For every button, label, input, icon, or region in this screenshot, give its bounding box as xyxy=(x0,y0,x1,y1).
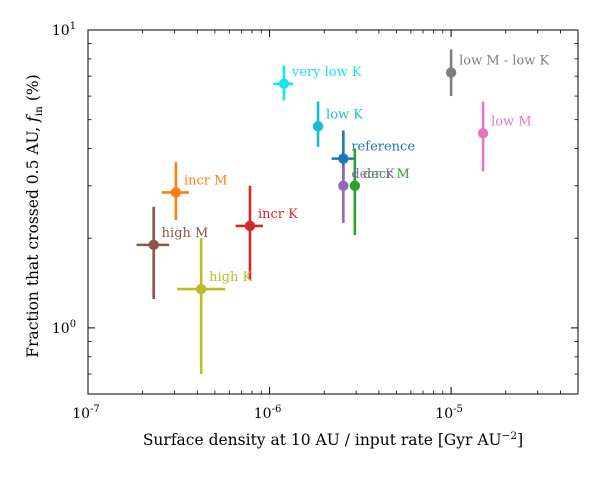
data-point-label: low K xyxy=(326,107,363,122)
data-point-label: decr K xyxy=(351,167,395,182)
y-tick-label: 100 xyxy=(52,319,76,337)
data-point-marker xyxy=(477,128,489,139)
data-point-group: low K xyxy=(312,101,363,147)
data-point-label: very low K xyxy=(291,65,362,80)
data-point-label: reference xyxy=(351,140,415,155)
data-point-group: incr K xyxy=(235,185,298,280)
data-point-label: high K xyxy=(209,270,252,285)
x-tick-label: 10-6 xyxy=(254,404,282,422)
data-point-label: low M - low K xyxy=(459,54,549,69)
data-point-group: high M xyxy=(136,206,209,300)
data-point-label: low M xyxy=(491,114,532,129)
data-point-marker xyxy=(195,283,207,295)
data-point-marker xyxy=(278,78,290,89)
x-tick-label: 10-5 xyxy=(435,404,463,422)
data-point-marker xyxy=(170,187,182,198)
data-point-marker xyxy=(148,239,159,251)
data-point-group: low M xyxy=(477,101,532,172)
data-point-marker xyxy=(338,153,349,164)
plot-frame xyxy=(87,29,579,395)
y-axis-label: Fraction that crossed 0.5 AU, fin (%) xyxy=(24,74,45,357)
data-point-marker xyxy=(445,67,457,78)
data-point-group: high K xyxy=(177,238,253,375)
data-point-label: high M xyxy=(162,226,209,241)
data-point-marker xyxy=(349,180,361,191)
data-point-group: decr M xyxy=(349,148,410,236)
data-point-marker xyxy=(312,121,324,132)
x-tick-label: 10-7 xyxy=(72,404,100,422)
data-point-label: incr K xyxy=(258,207,298,222)
y-tick-label: 101 xyxy=(52,21,76,39)
x-axis-label: Surface density at 10 AU / input rate [G… xyxy=(143,430,523,449)
data-point-marker xyxy=(338,180,349,191)
data-point-label: incr M xyxy=(184,173,227,188)
data-point-group: low M - low K xyxy=(445,49,550,97)
plot-axes: 10-7 10-6 10-5 100 101 xyxy=(52,21,578,422)
data-point-label: decr M xyxy=(363,167,410,182)
data-point-marker xyxy=(244,220,256,232)
data-point-group: incr M xyxy=(161,162,227,221)
data-point-group: very low K xyxy=(273,65,362,101)
data-point-group: decr K xyxy=(338,165,395,223)
